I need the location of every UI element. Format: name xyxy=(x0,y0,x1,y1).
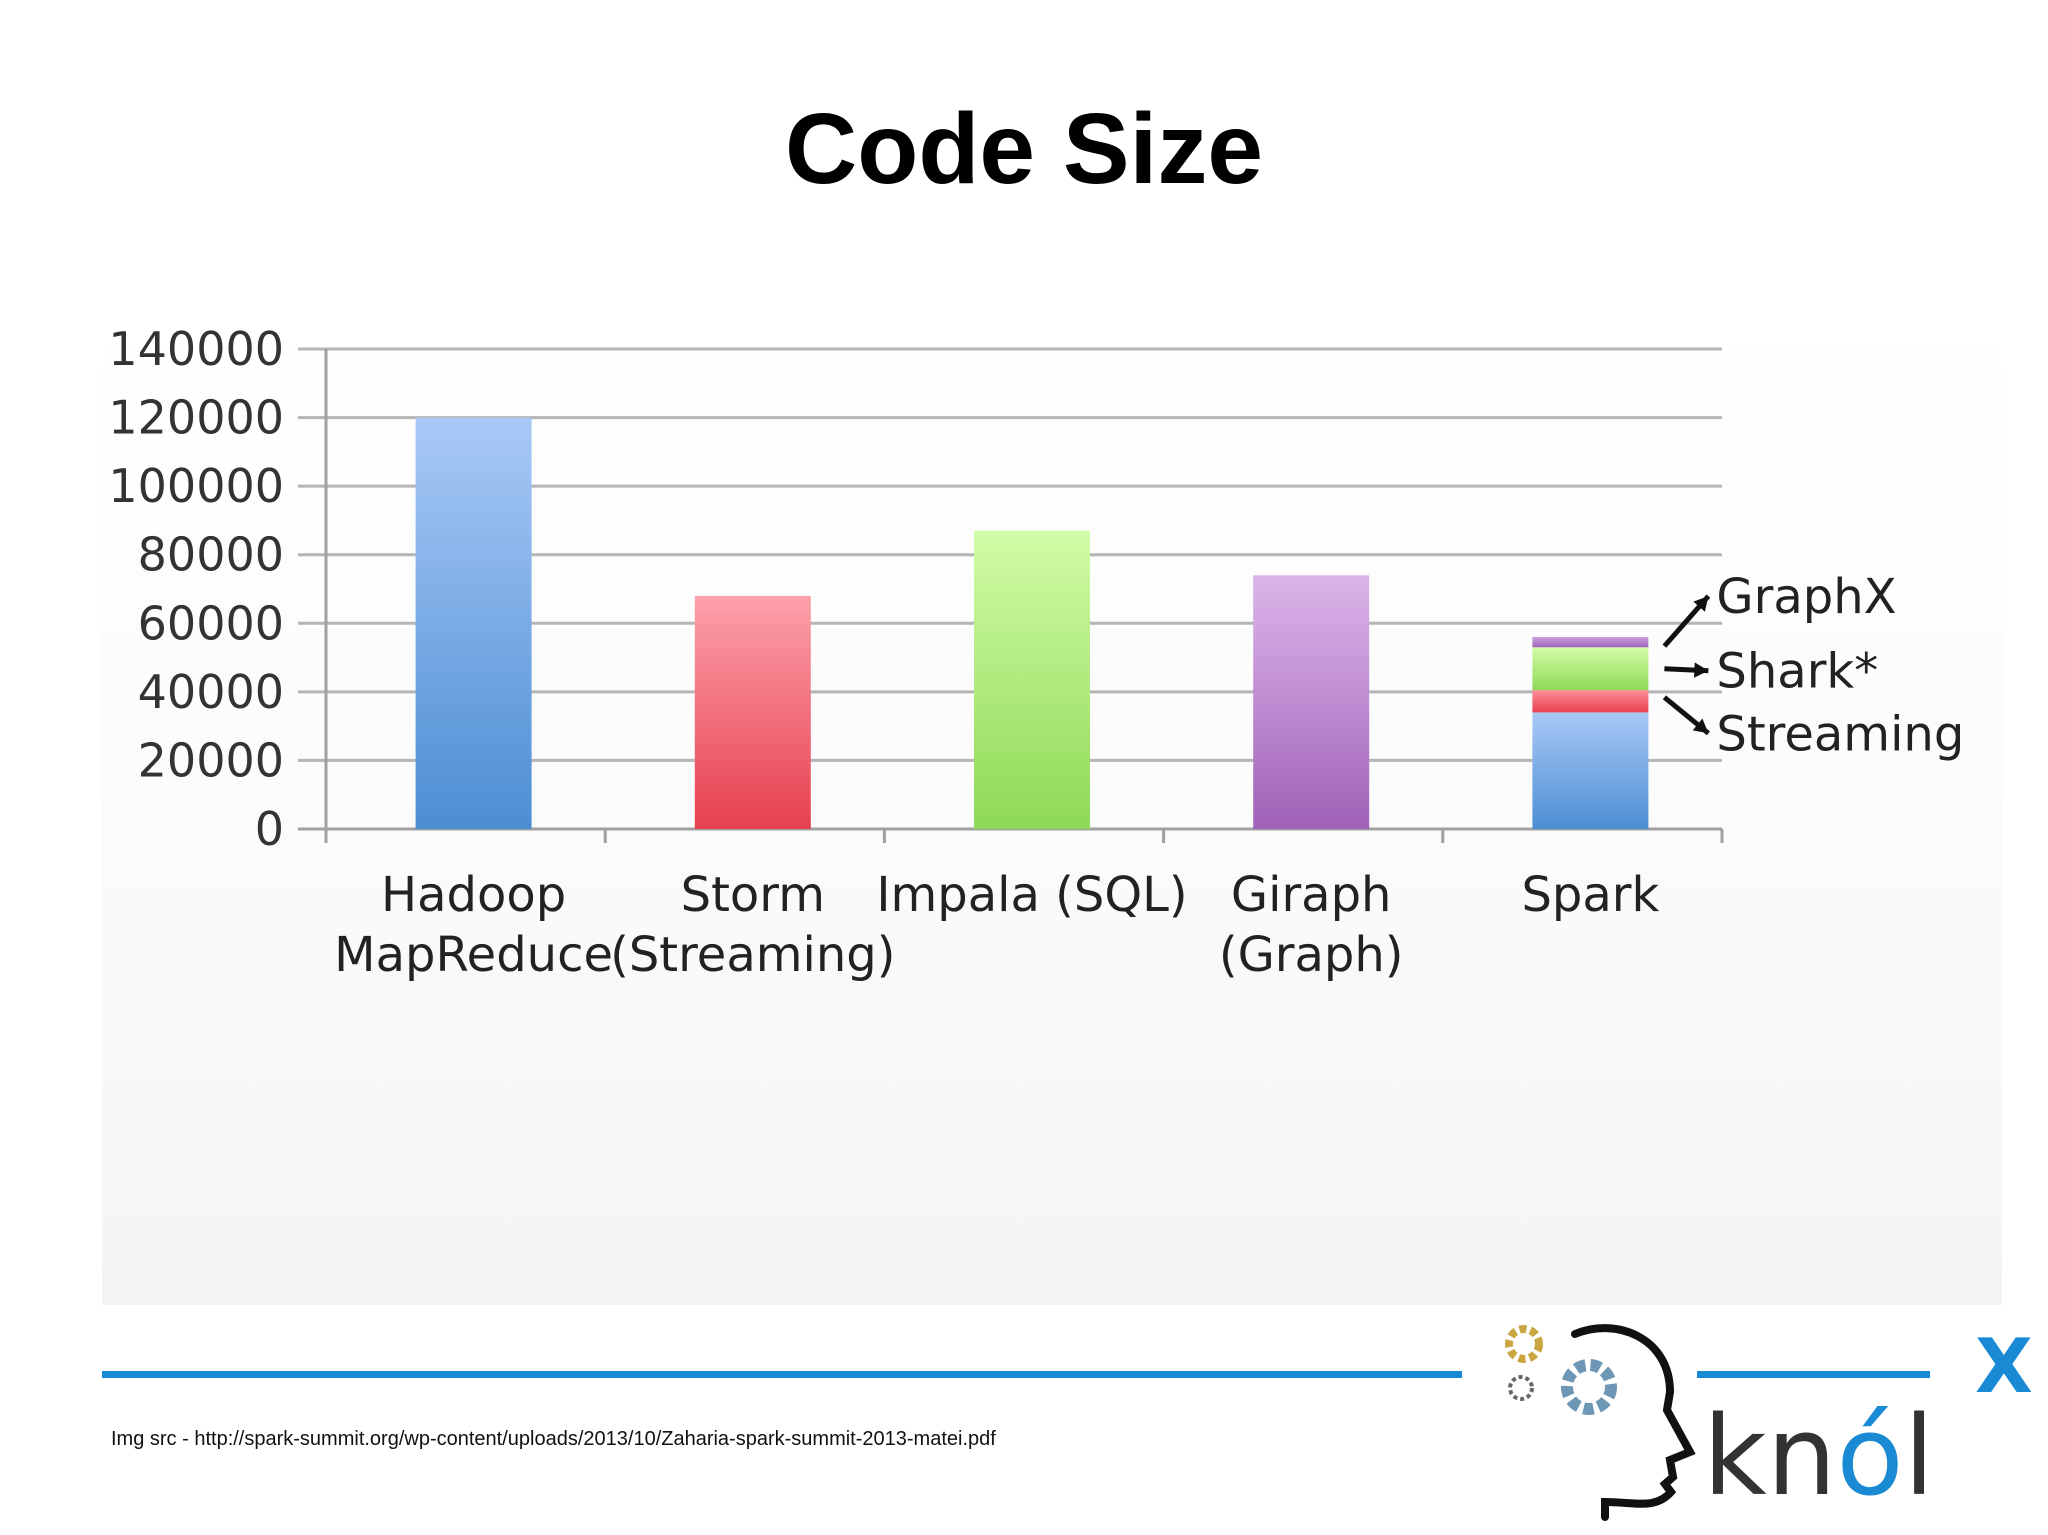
bar-4-segment-0 xyxy=(1532,712,1649,829)
x-category-label: Giraph xyxy=(1231,867,1392,923)
bar-chart: 0 20000 40000 60000 80000 100000 120000 140000 H… xyxy=(108,322,1964,983)
annotation-label: Shark* xyxy=(1716,644,1878,700)
y-tick-label: 140000 xyxy=(108,322,284,376)
bar-3-segment-0 xyxy=(1253,575,1370,829)
bar-4-segment-3 xyxy=(1532,637,1649,648)
bar-4-segment-1 xyxy=(1532,690,1649,713)
y-tick-label: 120000 xyxy=(108,391,284,445)
y-tick-label: 100000 xyxy=(108,459,284,513)
y-tick-label: 20000 xyxy=(138,733,284,787)
chart-panel: 0 20000 40000 60000 80000 100000 120000 140000 H… xyxy=(102,305,2002,1305)
y-tick-label: 40000 xyxy=(138,665,284,719)
y-tick-label: 80000 xyxy=(138,528,284,582)
head-profile-icon xyxy=(1571,1324,1696,1521)
annotation-label: Streaming xyxy=(1716,706,1964,762)
bar-4-segment-2 xyxy=(1532,647,1649,691)
x-category-label: MapReduce xyxy=(334,927,613,983)
annotation-arrowhead xyxy=(1694,662,1709,678)
image-source-caption: Img src - http://spark-summit.org/wp-con… xyxy=(111,1428,996,1450)
slide-title: Code Size xyxy=(785,93,1263,205)
x-category-label: Storm xyxy=(681,867,825,923)
gear-icon xyxy=(1505,1325,1617,1415)
annotation-arrowhead xyxy=(1692,718,1709,734)
bar-2-segment-0 xyxy=(974,530,1090,829)
annotation-arrowhead xyxy=(1693,596,1709,612)
annotation-label: GraphX xyxy=(1716,569,1896,625)
x-category-label: (Graph) xyxy=(1219,927,1404,983)
x-category-label: (Streaming) xyxy=(610,927,895,983)
logo-x-mark: X xyxy=(1975,1322,2033,1410)
y-tick-label: 60000 xyxy=(138,596,284,650)
footer-rule-right xyxy=(1697,1371,1930,1378)
bar-0-segment-0 xyxy=(415,417,532,829)
x-category-label: Spark xyxy=(1521,867,1659,923)
footer-rule-left xyxy=(102,1371,1462,1378)
x-category-label: Impala (SQL) xyxy=(876,867,1187,923)
x-category-label: Hadoop xyxy=(381,867,566,923)
logo-wordmark: knól xyxy=(1703,1392,1934,1520)
y-tick-label: 0 xyxy=(255,802,284,856)
knolx-logo: knól X xyxy=(1505,1322,2033,1521)
bar-1-segment-0 xyxy=(694,595,811,829)
